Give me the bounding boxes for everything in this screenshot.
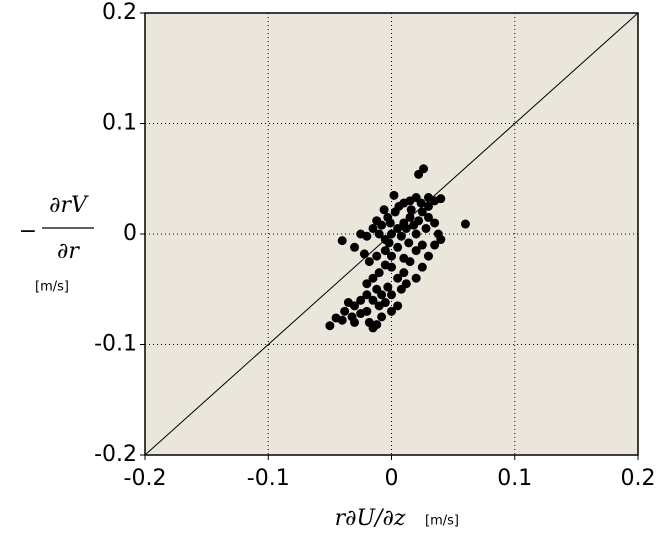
point bbox=[379, 205, 389, 215]
y-tick-label: -0.1 bbox=[94, 332, 137, 357]
point bbox=[385, 218, 395, 228]
point bbox=[374, 268, 384, 278]
point bbox=[380, 246, 390, 256]
x-tick-label: -0.1 bbox=[247, 466, 290, 491]
point bbox=[389, 190, 399, 200]
point bbox=[436, 235, 446, 245]
point bbox=[350, 242, 360, 252]
x-tick-label: 0.2 bbox=[621, 466, 656, 491]
y-label-sign: − bbox=[19, 219, 37, 244]
point bbox=[372, 216, 382, 226]
point bbox=[343, 298, 353, 308]
y-tick-label: 0.1 bbox=[102, 111, 137, 136]
point bbox=[416, 198, 426, 208]
point bbox=[377, 290, 387, 300]
point bbox=[401, 223, 411, 233]
point bbox=[356, 295, 366, 305]
point bbox=[368, 223, 378, 233]
point bbox=[430, 240, 440, 250]
point bbox=[393, 273, 403, 283]
point bbox=[368, 295, 378, 305]
point bbox=[411, 246, 421, 256]
point bbox=[411, 273, 421, 283]
point bbox=[387, 290, 396, 300]
x-label: r∂U/∂z bbox=[335, 506, 406, 531]
point bbox=[364, 317, 374, 327]
point bbox=[430, 218, 440, 228]
point bbox=[374, 229, 384, 239]
y-tick-label: -0.2 bbox=[94, 442, 137, 467]
plot-border bbox=[144, 12, 639, 456]
point bbox=[417, 240, 427, 250]
y-label-denominator: ∂r bbox=[57, 239, 80, 264]
point bbox=[340, 306, 350, 316]
point bbox=[423, 201, 433, 211]
point bbox=[372, 320, 382, 330]
y-unit: [m/s] bbox=[35, 280, 69, 295]
point bbox=[383, 282, 393, 292]
point bbox=[380, 260, 390, 270]
y-tick-label: 0.2 bbox=[102, 0, 137, 25]
point bbox=[362, 290, 372, 300]
point bbox=[364, 257, 374, 267]
point bbox=[417, 262, 427, 272]
point bbox=[421, 223, 431, 233]
point bbox=[414, 169, 424, 179]
point bbox=[374, 301, 384, 311]
point bbox=[423, 212, 433, 222]
point bbox=[394, 201, 404, 211]
x-tick-label: 0 bbox=[385, 466, 399, 491]
point bbox=[417, 207, 427, 217]
point bbox=[387, 306, 396, 316]
y-label-numerator: ∂rV bbox=[49, 193, 89, 218]
point bbox=[350, 317, 360, 327]
point bbox=[384, 238, 394, 248]
point bbox=[325, 321, 335, 331]
x-tick-label: -0.2 bbox=[124, 466, 167, 491]
point bbox=[331, 313, 341, 323]
point bbox=[401, 279, 411, 289]
point bbox=[460, 219, 470, 229]
point bbox=[423, 251, 433, 261]
point bbox=[411, 229, 421, 239]
point bbox=[372, 251, 382, 261]
point bbox=[359, 249, 369, 259]
point bbox=[405, 212, 415, 222]
point bbox=[423, 193, 433, 203]
point bbox=[393, 223, 403, 233]
point bbox=[387, 229, 396, 239]
point bbox=[362, 279, 372, 289]
point bbox=[387, 251, 396, 261]
point bbox=[393, 301, 403, 311]
point bbox=[356, 309, 366, 319]
point bbox=[414, 216, 424, 226]
point bbox=[399, 268, 409, 278]
point bbox=[396, 231, 406, 241]
point bbox=[356, 229, 366, 239]
x-tick-label: 0.1 bbox=[497, 466, 532, 491]
point bbox=[404, 238, 414, 248]
point bbox=[393, 242, 403, 252]
point bbox=[406, 205, 416, 215]
point bbox=[337, 236, 347, 246]
point bbox=[377, 312, 387, 322]
y-tick-label: 0 bbox=[123, 221, 137, 246]
point bbox=[368, 273, 378, 283]
x-unit: [m/s] bbox=[425, 514, 459, 529]
point bbox=[405, 257, 415, 267]
